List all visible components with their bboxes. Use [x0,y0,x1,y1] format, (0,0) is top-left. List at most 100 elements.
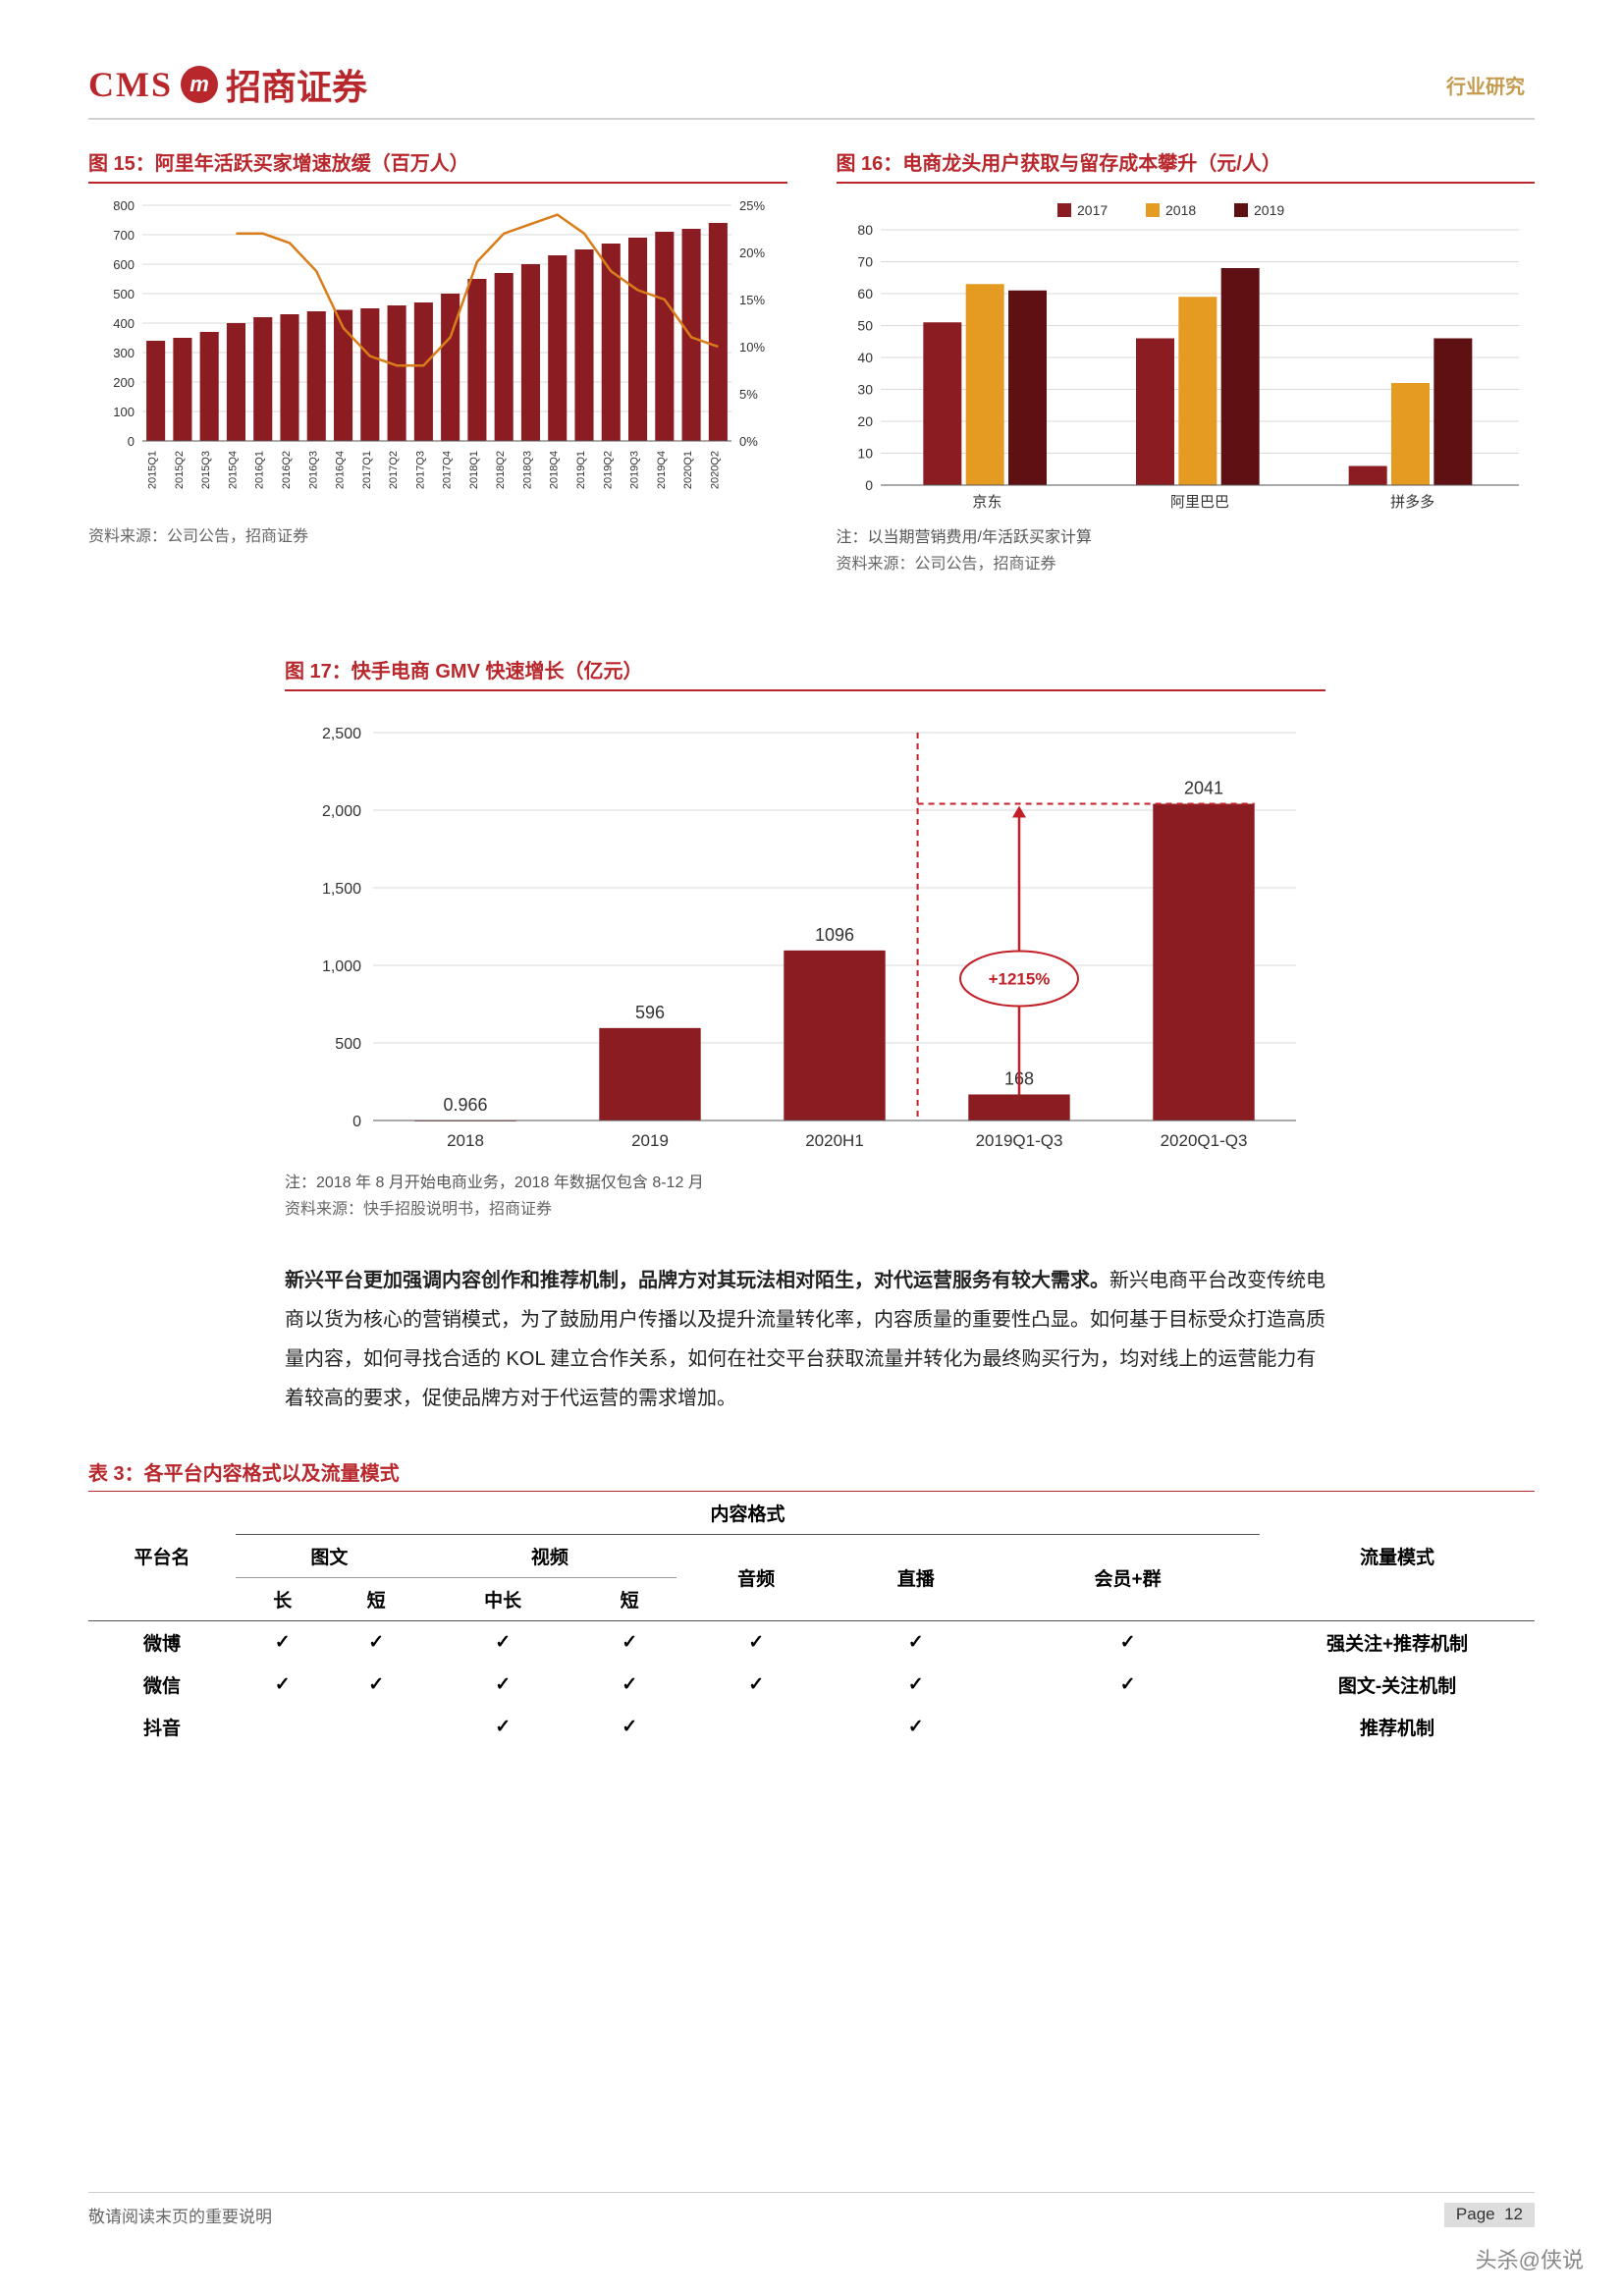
svg-text:2019Q3: 2019Q3 [629,451,641,489]
svg-text:阿里巴巴: 阿里巴巴 [1169,494,1228,511]
th-sub-1: 短 [329,1578,422,1621]
svg-text:2017Q3: 2017Q3 [414,451,426,489]
table-cell: ✓ [676,1664,837,1706]
svg-text:30: 30 [857,382,873,398]
chart17-note: 注：2018 年 8 月开始电商业务，2018 年数据仅包含 8-12 月 [285,1169,1325,1192]
svg-text:京东: 京东 [972,494,1001,511]
svg-text:2016Q1: 2016Q1 [254,451,266,489]
table-cell: ✓ [996,1621,1260,1665]
table3: 平台名内容格式流量模式图文视频音频直播会员+群长短中长短 微博✓✓✓✓✓✓✓强关… [88,1492,1535,1748]
table-cell: ✓ [423,1706,583,1748]
svg-text:2019Q4: 2019Q4 [656,451,668,489]
svg-text:拼多多: 拼多多 [1390,494,1434,511]
table-cell: ✓ [423,1664,583,1706]
svg-text:2019Q1-Q3: 2019Q1-Q3 [976,1131,1063,1150]
table-cell: ✓ [236,1664,329,1706]
svg-text:2018Q4: 2018Q4 [549,451,561,489]
svg-text:800: 800 [113,198,135,213]
table-cell: ✓ [236,1621,329,1665]
svg-text:70: 70 [857,254,873,270]
chart15-box: 图 15：阿里年活跃买家增速放缓（百万人） 010020030040050060… [88,147,787,576]
th-imgtext: 图文 [236,1535,423,1578]
svg-text:2018: 2018 [447,1131,484,1150]
svg-text:2015Q4: 2015Q4 [227,451,239,489]
svg-text:2018Q3: 2018Q3 [521,451,533,489]
footer-left: 敬请阅读末页的重要说明 [88,2203,272,2227]
svg-text:80: 80 [857,222,873,238]
svg-text:1,000: 1,000 [322,958,361,975]
body-paragraph: 新兴平台更加强调内容创作和推荐机制，品牌方对其玩法相对陌生，对代运营服务有较大需… [285,1261,1325,1418]
table-row-platform: 微信 [88,1664,236,1706]
svg-text:20%: 20% [739,246,765,260]
svg-text:1,500: 1,500 [322,881,361,898]
body-bold: 新兴平台更加强调内容创作和推荐机制，品牌方对其玩法相对陌生，对代运营服务有较大需… [285,1270,1109,1291]
table-cell: ✓ [836,1664,996,1706]
footer-page: Page 12 [1444,2203,1535,2227]
watermark: 头杀@侠说 [1476,2243,1584,2274]
th-sub-5: 直播 [836,1535,996,1621]
svg-text:2018Q1: 2018Q1 [468,451,480,489]
svg-text:2041: 2041 [1184,779,1223,798]
th-mode: 流量模式 [1260,1492,1535,1621]
svg-text:700: 700 [113,228,135,243]
logo: CMS m 招商证券 [88,59,367,110]
svg-text:0: 0 [865,477,873,493]
table-cell [996,1706,1260,1748]
table-cell: ✓ [329,1664,422,1706]
svg-text:10: 10 [857,446,873,462]
table-row-platform: 抖音 [88,1706,236,1748]
table3-title: 表 3：各平台内容格式以及流量模式 [88,1457,1535,1492]
chart17-box: 图 17：快手电商 GMV 快速增长（亿元） 05001,0001,5002,0… [285,655,1325,1222]
charts-row-top: 图 15：阿里年活跃买家增速放缓（百万人） 010020030040050060… [88,147,1535,576]
th-content-format: 内容格式 [236,1492,1260,1535]
svg-text:2017: 2017 [1077,202,1108,218]
th-video: 视频 [423,1535,676,1578]
svg-text:0.966: 0.966 [443,1095,487,1115]
table-row-mode: 强关注+推荐机制 [1260,1621,1535,1665]
table-cell: ✓ [423,1621,583,1665]
chart15-svg: 01002003004005006007008000%5%10%15%20%25… [88,195,785,519]
svg-text:2016Q3: 2016Q3 [307,451,319,489]
svg-text:100: 100 [113,405,135,419]
page-footer: 敬请阅读末页的重要说明 Page 12 [88,2192,1535,2227]
svg-text:500: 500 [335,1036,361,1053]
logo-text-cn: 招商证券 [226,59,367,110]
th-platform: 平台名 [88,1492,236,1621]
table-cell: ✓ [836,1621,996,1665]
svg-text:2015Q1: 2015Q1 [147,451,159,489]
table-cell: ✓ [996,1664,1260,1706]
svg-text:2017Q1: 2017Q1 [361,451,373,489]
chart17-svg: 05001,0001,5002,0002,5000.96620185962019… [285,703,1325,1165]
svg-text:2015Q3: 2015Q3 [200,451,212,489]
chart16-note: 注：以当期营销费用/年活跃买家计算 [837,523,1536,547]
chart16-box: 图 16：电商龙头用户获取与留存成本攀升（元/人） 20172018201901… [837,147,1536,576]
svg-text:15%: 15% [739,293,765,307]
svg-text:400: 400 [113,316,135,331]
svg-text:0: 0 [352,1114,361,1130]
svg-text:+1215%: +1215% [989,969,1051,988]
chart16-source: 资料来源：公司公告，招商证券 [837,553,1536,576]
table-cell: ✓ [582,1664,676,1706]
th-sub-0: 长 [236,1578,329,1621]
svg-text:2015Q2: 2015Q2 [174,451,186,489]
table-row-mode: 图文-关注机制 [1260,1664,1535,1706]
th-sub-4: 音频 [676,1535,837,1621]
page-header: CMS m 招商证券 行业研究 [88,59,1535,120]
chart16-svg: 20172018201901020304050607080京东阿里巴巴拼多多 [837,195,1534,519]
svg-text:2017Q2: 2017Q2 [388,451,400,489]
doc-type-label: 行业研究 [1446,71,1535,99]
table-cell: ✓ [582,1706,676,1748]
svg-text:1096: 1096 [815,925,854,945]
svg-text:2018Q2: 2018Q2 [495,451,507,489]
table-row-platform: 微博 [88,1621,236,1665]
svg-text:2019Q2: 2019Q2 [602,451,614,489]
svg-text:200: 200 [113,375,135,390]
svg-text:2018: 2018 [1165,202,1196,218]
chart17-source: 资料来源：快手招股说明书，招商证券 [285,1198,1325,1222]
th-sub-3: 短 [582,1578,676,1621]
chart15-title: 图 15：阿里年活跃买家增速放缓（百万人） [88,147,787,184]
svg-text:2020Q1: 2020Q1 [682,451,694,489]
table-cell [329,1706,422,1748]
chart16-title: 图 16：电商龙头用户获取与留存成本攀升（元/人） [837,147,1536,184]
logo-circle-icon: m [181,66,218,103]
